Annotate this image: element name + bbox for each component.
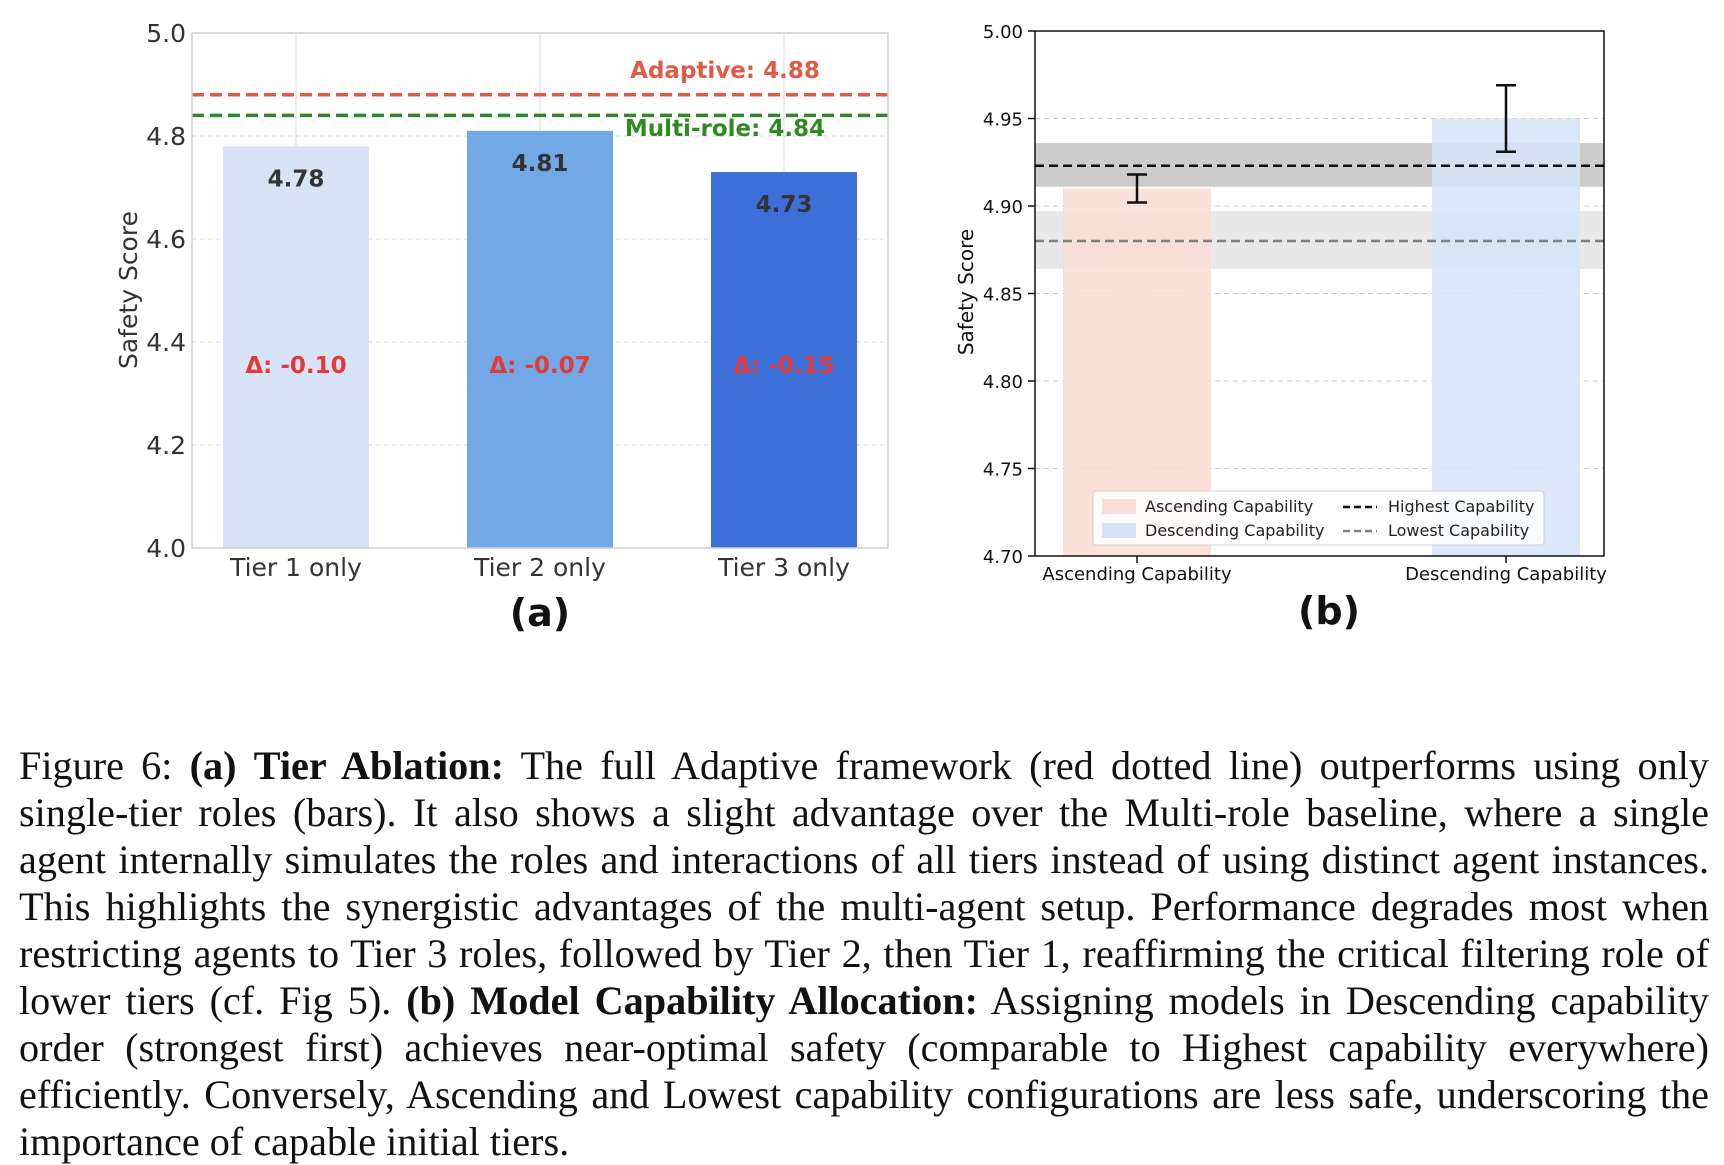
panel-b-capability-allocation: 4.70 4.75 4.80 4.85 4.90 4.95 5.00 Ascending C… <box>954 22 1607 633</box>
panel-a-y-tick-label: 4.6 <box>146 225 186 254</box>
caption-a-text: The full Adaptive framework (red dotted … <box>19 743 1709 1024</box>
panel-a-x-tick-label: Tier 3 only <box>717 553 850 582</box>
panel-b-legend-label: Lowest Capability <box>1388 521 1529 540</box>
panel-b-legend-swatch <box>1102 499 1136 514</box>
panel-b-y-axis-label: Safety Score <box>954 229 978 355</box>
panel-a-value-label: 4.81 <box>512 151 569 177</box>
panel-a-tier-ablation: Adaptive: 4.88 Multi-role: 4.84 4.0 4.2 4.4… <box>114 19 889 635</box>
panel-a-y-tick-label: 4.8 <box>146 122 186 151</box>
panel-b-bar <box>1432 118 1580 556</box>
caption-a-label: (a) <box>189 743 237 789</box>
panel-b-x-ticks: Ascending Capability Descending Capabilit… <box>1042 556 1607 585</box>
panel-a-delta-label: Δ: -0.10 <box>245 353 346 379</box>
panel-a-y-ticks: 4.0 4.2 4.4 4.6 4.8 5.0 <box>146 19 186 563</box>
panel-b-x-tick-label: Ascending Capability <box>1042 564 1232 585</box>
caption-figure-label: Figure 6: <box>19 743 173 789</box>
caption-a-title: Tier Ablation: <box>253 743 504 789</box>
panel-b-error-bars <box>1127 84 1516 204</box>
panel-b-y-tick-label: 4.85 <box>983 285 1023 306</box>
panel-b-y-tick-label: 4.80 <box>983 372 1023 393</box>
figure-caption: Figure 6: (a) Tier Ablation: The full Ad… <box>19 742 1709 1165</box>
panel-a-x-tick-label: Tier 1 only <box>229 553 362 582</box>
panel-b-panel-label: (b) <box>1298 589 1360 633</box>
panel-a-y-tick-label: 4.2 <box>146 431 186 460</box>
panel-b-y-tick-label: 4.70 <box>983 547 1023 568</box>
panel-a-reference-label: Adaptive: 4.88 <box>630 58 820 84</box>
panel-a-y-tick-label: 4.4 <box>146 328 186 357</box>
panel-a-y-tick-label: 4.0 <box>146 534 186 563</box>
panel-a-delta-label: Δ: -0.15 <box>733 353 834 379</box>
panel-b-reference-lines <box>1035 164 1604 243</box>
panel-a-delta-label: Δ: -0.07 <box>489 353 590 379</box>
panel-b-y-tick-label: 4.75 <box>983 460 1023 481</box>
panel-b-y-ticks: 4.70 4.75 4.80 4.85 4.90 4.95 5.00 <box>983 22 1035 568</box>
panel-a-x-ticks: Tier 1 only Tier 2 only Tier 3 only <box>229 553 850 582</box>
panel-b-y-tick-label: 5.00 <box>983 22 1023 43</box>
panel-a-value-labels: 4.78 4.81 4.73 Δ: -0.10 Δ: -0.07 Δ: -0.15 <box>245 151 834 379</box>
panel-b-y-tick-label: 4.95 <box>983 110 1023 131</box>
caption-b-title: Model Capability Allocation: <box>470 978 978 1024</box>
panel-b-x-tick-label: Descending Capability <box>1405 564 1607 585</box>
panel-a-plot-frame <box>191 32 889 549</box>
caption-b-label: (b) <box>406 978 456 1024</box>
panel-b-legend: Ascending Capability Descending Capabilit… <box>1092 490 1545 546</box>
panel-a-bar <box>223 146 369 549</box>
panel-a-bars <box>223 130 857 549</box>
panel-a-bar <box>711 172 857 549</box>
panel-a-y-tick-label: 5.0 <box>146 19 186 48</box>
panel-b-legend-label: Highest Capability <box>1388 497 1534 516</box>
panel-a-bar <box>467 130 613 548</box>
figure-charts: Adaptive: 4.88 Multi-role: 4.84 4.0 4.2 4.4… <box>114 19 1607 635</box>
panel-b-legend-frame <box>1092 490 1545 546</box>
panel-b-y-tick-label: 4.90 <box>983 197 1023 218</box>
panel-a-panel-label: (a) <box>510 591 570 635</box>
panel-a-reference-label: Multi-role: 4.84 <box>625 116 825 142</box>
panel-b-legend-swatch <box>1102 523 1136 538</box>
panel-a-value-label: 4.78 <box>268 166 325 192</box>
panel-b-legend-label: Ascending Capability <box>1145 497 1313 516</box>
panel-a-reference-lines: Adaptive: 4.88 Multi-role: 4.84 <box>192 58 888 142</box>
panel-a-y-axis-label: Safety Score <box>114 211 143 369</box>
panel-b-legend-label: Descending Capability <box>1145 521 1324 540</box>
panel-a-value-label: 4.73 <box>756 192 813 218</box>
panel-a-x-tick-label: Tier 2 only <box>473 553 606 582</box>
